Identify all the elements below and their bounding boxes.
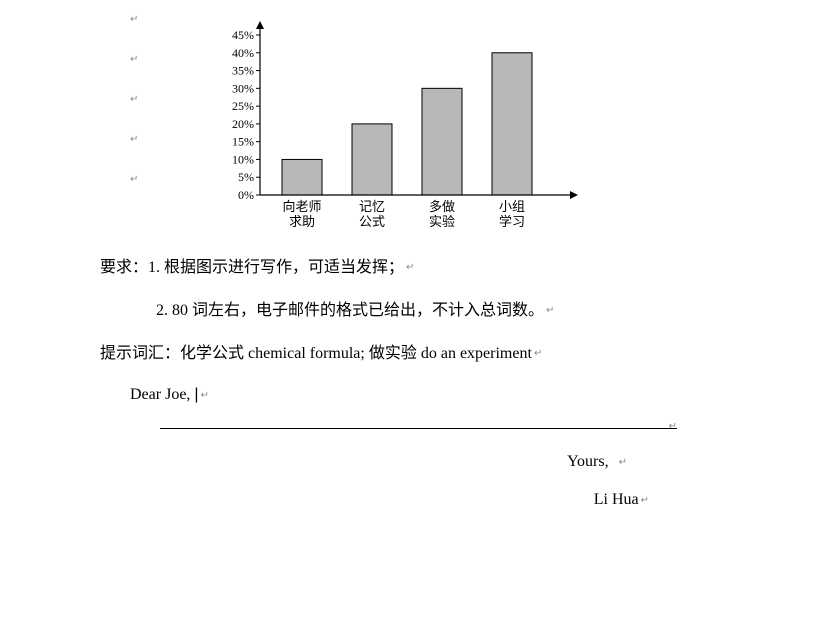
svg-text:45%: 45% <box>232 28 254 42</box>
bar-chart: 0% 5% 10% 15% 20% 25% 30% 35% 40% 45% 向老师求助 记忆公式 多做实… <box>210 20 610 240</box>
svg-text:5%: 5% <box>238 170 254 184</box>
enter-mark: ↵ <box>406 262 414 273</box>
svg-text:实验: 实验 <box>429 214 455 229</box>
svg-text:35%: 35% <box>232 64 254 78</box>
hint-text: 化学公式 chemical formula; 做实验 do an experim… <box>180 345 532 362</box>
svg-text:40%: 40% <box>232 46 254 60</box>
req-label: 要求： <box>100 259 148 276</box>
svg-text:25%: 25% <box>232 99 254 113</box>
writing-line <box>160 428 677 429</box>
svg-text:15%: 15% <box>232 135 254 149</box>
requirement-2: 2. 80 词左右，电子邮件的格式已给出，不计入总词数。↵ <box>156 297 717 326</box>
enter-mark: ↵ <box>534 348 542 359</box>
svg-text:30%: 30% <box>232 81 254 95</box>
enter-mark: ↵ <box>619 457 627 468</box>
chart-container: 0% 5% 10% 15% 20% 25% 30% 35% 40% 45% 向老师求助 记忆公式 多做实… <box>210 20 610 240</box>
enter-mark: ↵ <box>669 421 677 432</box>
enter-mark: ↵ <box>641 495 649 506</box>
greeting-line: Dear Joe, |↵ <box>130 386 717 404</box>
svg-text:向老师: 向老师 <box>282 199 321 214</box>
closing-line: Yours, ↵ <box>100 453 627 471</box>
hint-label: 提示词汇： <box>100 345 180 362</box>
enter-mark: ↵ <box>546 305 554 316</box>
requirement-1: 要求：1. 根据图示进行写作，可适当发挥；↵ <box>100 254 717 283</box>
signature-text: Li Hua <box>594 491 639 508</box>
svg-text:学习: 学习 <box>499 214 525 229</box>
closing-text: Yours, <box>567 453 609 470</box>
paragraph-marks: ↵ ↵ ↵ ↵ ↵ <box>130 14 138 214</box>
svg-text:10%: 10% <box>232 152 254 166</box>
signature-line: Li Hua↵ <box>100 491 649 509</box>
req-text-2: 2. 80 词左右，电子邮件的格式已给出，不计入总词数。 <box>156 302 544 319</box>
svg-text:公式: 公式 <box>359 214 385 229</box>
greeting-text: Dear Joe, <box>130 386 190 403</box>
svg-text:0%: 0% <box>238 188 254 202</box>
req-text-1: 1. 根据图示进行写作，可适当发挥； <box>148 259 404 276</box>
svg-text:多做: 多做 <box>429 199 455 214</box>
svg-text:20%: 20% <box>232 117 254 131</box>
svg-text:小组: 小组 <box>499 199 525 214</box>
hint-line: 提示词汇：化学公式 chemical formula; 做实验 do an ex… <box>100 340 717 369</box>
enter-mark: ↵ <box>201 390 209 401</box>
svg-text:记忆: 记忆 <box>359 199 385 214</box>
svg-text:求助: 求助 <box>289 214 315 229</box>
